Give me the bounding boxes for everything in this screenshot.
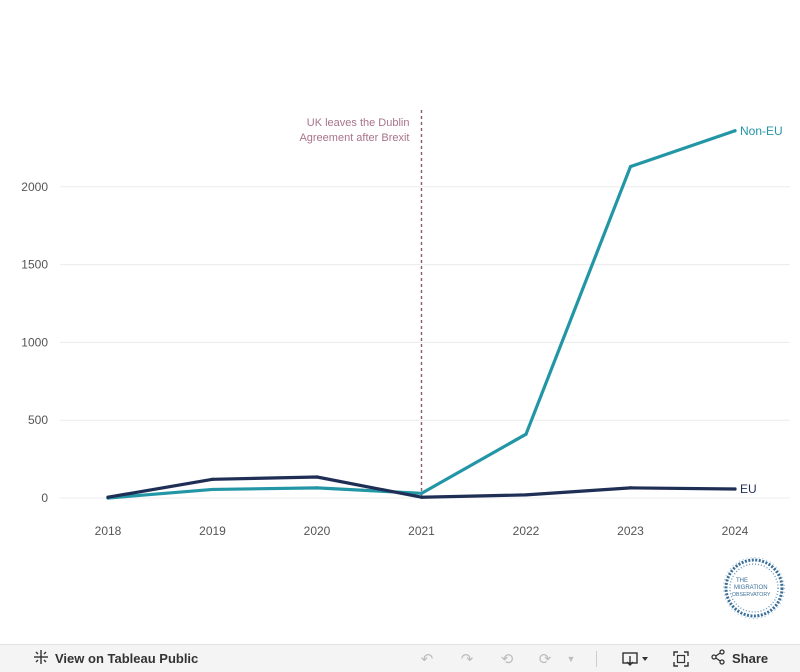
share-icon (710, 649, 726, 668)
fullscreen-icon[interactable] (672, 651, 690, 667)
x-tick-label: 2019 (199, 524, 226, 538)
data-point-eu-2018[interactable] (106, 495, 110, 499)
series-eu: EU (106, 475, 757, 499)
annotation-text-line-2: Agreement after Brexit (299, 132, 409, 144)
data-point-eu-2023[interactable] (628, 486, 633, 490)
undo-icon[interactable]: ↶ (420, 651, 434, 668)
y-tick-label: 2000 (21, 180, 48, 194)
toolbar-divider (596, 651, 597, 667)
x-tick-label: 2020 (304, 524, 331, 538)
series-lines: Non-EU EU (106, 124, 783, 500)
refresh-icon[interactable]: ⟳ (538, 651, 552, 668)
share-button[interactable]: Share (710, 649, 768, 668)
view-on-tableau-public-label: View on Tableau Public (55, 651, 199, 666)
data-point-non-eu-2023[interactable] (628, 164, 633, 169)
tableau-icon (33, 649, 49, 668)
view-on-tableau-public-link[interactable]: View on Tableau Public (33, 649, 198, 668)
x-tick-label: 2024 (722, 524, 749, 538)
annotation-text-line-1: UK leaves the Dublin (307, 117, 410, 129)
data-point-eu-2021[interactable] (419, 495, 424, 499)
migration-observatory-logo[interactable]: THE MIGRATION OBSERVATORY (722, 556, 786, 620)
y-tick-label: 0 (41, 491, 48, 505)
download-icon[interactable] (620, 651, 652, 667)
y-axis-ticks: 0 500 1000 1500 2000 (21, 180, 48, 505)
series-label-non-eu: Non-EU (740, 124, 783, 138)
data-point-non-eu-2020[interactable] (315, 486, 319, 490)
tableau-toolbar: View on Tableau Public ↶ ↷ ⟲ ⟳ ▼ (0, 644, 800, 672)
revert-icon[interactable]: ⟲ (500, 651, 514, 668)
share-label: Share (732, 651, 769, 666)
x-tick-label: 2023 (617, 524, 644, 538)
redo-icon[interactable]: ↷ (460, 651, 474, 668)
data-point-eu-2019[interactable] (210, 477, 215, 481)
logo-text-observatory: OBSERVATORY (732, 592, 771, 598)
data-point-non-eu-2019[interactable] (210, 487, 215, 492)
x-tick-label: 2018 (95, 524, 122, 538)
x-tick-label: 2022 (513, 524, 540, 538)
data-point-non-eu-2022[interactable] (524, 432, 528, 436)
series-non-eu: Non-EU (106, 124, 783, 500)
y-tick-label: 1000 (21, 335, 48, 349)
gridlines (60, 186, 790, 499)
chart-area: 0 500 1000 1500 2000 2018 2019 2020 2021 2022 202… (21, 110, 790, 538)
data-point-eu-2020[interactable] (315, 475, 319, 479)
logo-text-migration: MIGRATION (734, 585, 768, 591)
data-point-non-eu-2021[interactable] (419, 491, 424, 495)
logo-text-the: THE (736, 578, 748, 584)
x-tick-label: 2021 (408, 524, 435, 538)
x-axis-ticks: 2018 2019 2020 2021 2022 2023 2024 (95, 524, 749, 538)
brexit-annotation: UK leaves the Dublin Agreement after Bre… (299, 110, 423, 498)
y-tick-label: 1500 (21, 258, 48, 272)
data-point-eu-2022[interactable] (524, 493, 528, 497)
data-point-non-eu-2024[interactable] (733, 129, 737, 133)
series-label-eu: EU (740, 482, 757, 496)
y-tick-label: 500 (28, 413, 48, 427)
line-chart: 0 500 1000 1500 2000 2018 2019 2020 2021 2022 202… (21, 110, 790, 538)
data-point-eu-2024[interactable] (733, 487, 737, 491)
pause-dropdown-icon[interactable]: ▼ (566, 654, 576, 664)
